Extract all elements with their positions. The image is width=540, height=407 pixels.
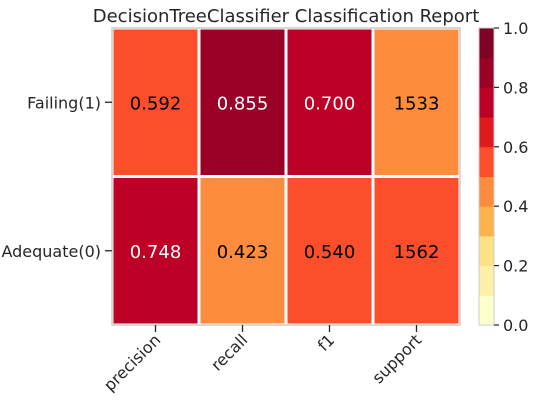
colorbar-tick-label: 0.4 bbox=[503, 197, 528, 216]
plot-border bbox=[111, 27, 461, 326]
colorbar-segment bbox=[479, 206, 494, 237]
x-tick-label: f1 bbox=[314, 330, 339, 355]
colorbar-segment bbox=[479, 235, 494, 267]
colorbar-frame bbox=[478, 27, 495, 326]
colorbar: 0.0 0.2 0.4 0.6 0.8 1.0 bbox=[478, 19, 528, 335]
colorbar-tick-label: 0.0 bbox=[503, 316, 528, 335]
x-tick-label: support bbox=[368, 330, 425, 387]
y-tick-label: Failing(1) bbox=[27, 93, 101, 112]
colorbar-segment bbox=[479, 57, 494, 88]
colorbar-segment bbox=[479, 146, 494, 177]
colorbar-segment bbox=[479, 117, 494, 148]
cell-adequate-0-support bbox=[371, 175, 462, 327]
cell-adequate-0-f1 bbox=[284, 175, 375, 327]
cell-label-adequate-0-support: 1562 bbox=[394, 242, 440, 263]
y-axis: Failing(1) Adequate(0) bbox=[1, 93, 112, 261]
cell-label-adequate-0-recall: 0.423 bbox=[217, 242, 269, 263]
colorbar-segment bbox=[479, 265, 494, 296]
chart-title: DecisionTreeClassifier Classification Re… bbox=[93, 6, 480, 27]
colorbar-tick-label: 0.8 bbox=[503, 78, 528, 97]
colorbar-tick-label: 0.2 bbox=[503, 257, 528, 276]
x-tick-label: recall bbox=[207, 330, 251, 374]
cell-label-failing-1-f1: 0.700 bbox=[304, 93, 356, 114]
cell-label-failing-1-support: 1533 bbox=[394, 93, 440, 114]
x-axis: precision recall f1 support bbox=[100, 325, 425, 395]
cell-label-adequate-0-f1: 0.540 bbox=[304, 242, 356, 263]
colorbar-segment bbox=[479, 87, 494, 118]
heatmap: 0.592 0.855 0.700 1533 0.748 0.423 0.540 1562 bbox=[110, 26, 462, 327]
colorbar-segment bbox=[479, 295, 494, 326]
colorbar-segment bbox=[479, 176, 494, 207]
y-tick-label: Adequate(0) bbox=[1, 242, 101, 261]
cell-label-failing-1-precision: 0.592 bbox=[130, 93, 182, 114]
colorbar-segment bbox=[479, 28, 494, 59]
cell-adequate-0-recall bbox=[197, 175, 288, 327]
colorbar-tick-label: 0.6 bbox=[503, 138, 528, 157]
cell-label-failing-1-recall: 0.855 bbox=[217, 93, 269, 114]
colorbar-tick-label: 1.0 bbox=[503, 19, 528, 38]
x-tick-label: precision bbox=[100, 330, 164, 394]
cell-label-adequate-0-precision: 0.748 bbox=[130, 242, 182, 263]
